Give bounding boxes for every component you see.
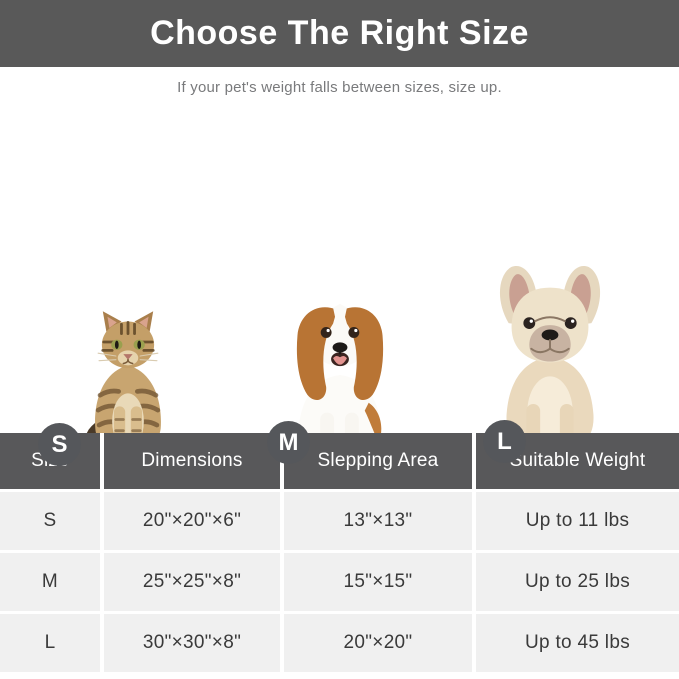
large-dog-photo bbox=[478, 262, 623, 469]
size-badge-small: S bbox=[38, 423, 81, 466]
cell-size-m: M bbox=[0, 553, 100, 611]
size-table: Size Dimensions Slepping Area Suitable W… bbox=[0, 433, 679, 672]
cell-dimensions-m: 25"×25"×8" bbox=[104, 553, 280, 611]
size-badge-medium: M bbox=[267, 421, 310, 464]
cell-dimensions-l: 30"×30"×8" bbox=[104, 614, 280, 672]
cell-weight-s: Up to 11 lbs bbox=[476, 492, 679, 550]
cell-area-s: 13"×13" bbox=[284, 492, 472, 550]
pets-row: S bbox=[0, 100, 679, 469]
page-title: Choose The Right Size bbox=[150, 14, 529, 52]
cell-dimensions-s: 20"×20"×6" bbox=[104, 492, 280, 550]
header-banner: Choose The Right Size bbox=[0, 0, 679, 67]
bulldog-illustration bbox=[496, 266, 604, 468]
cell-size-l: L bbox=[0, 614, 100, 672]
column-header-sleeping-area: Slepping Area bbox=[284, 433, 472, 489]
cell-weight-m: Up to 25 lbs bbox=[476, 553, 679, 611]
size-badge-large: L bbox=[483, 420, 526, 463]
column-header-dimensions: Dimensions bbox=[104, 433, 280, 489]
cell-area-l: 20"×20" bbox=[284, 614, 472, 672]
cell-weight-l: Up to 45 lbs bbox=[476, 614, 679, 672]
cell-area-m: 15"×15" bbox=[284, 553, 472, 611]
subtitle-text: If your pet's weight falls between sizes… bbox=[177, 79, 502, 96]
cell-size-s: S bbox=[0, 492, 100, 550]
